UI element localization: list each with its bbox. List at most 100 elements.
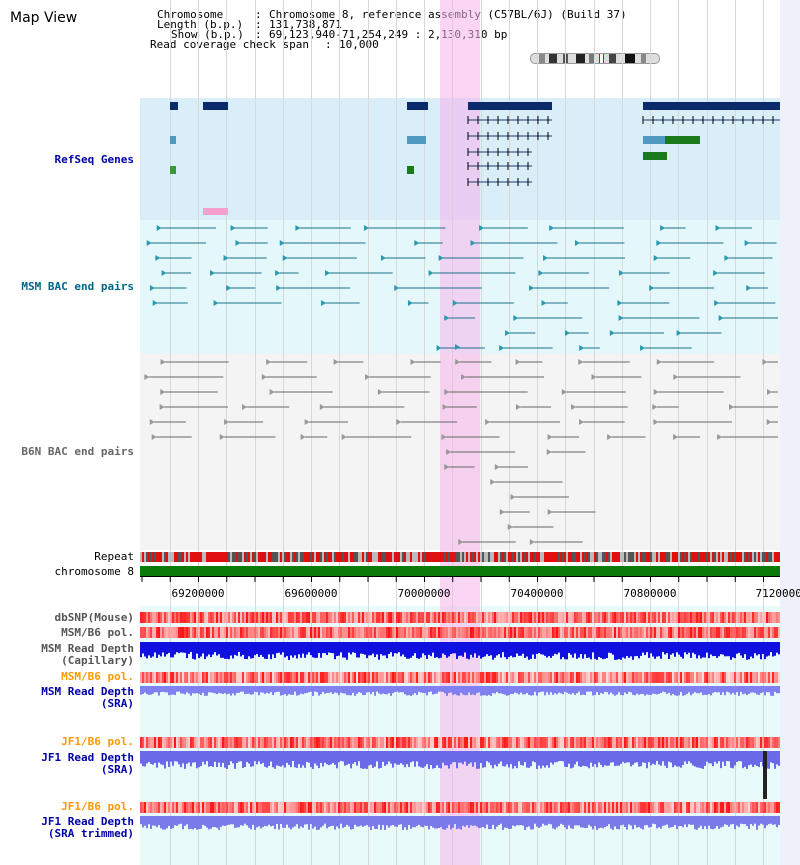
depth-bar — [740, 686, 742, 692]
heat-cell — [596, 612, 598, 623]
heat-cell — [302, 672, 304, 683]
track-label-chromosome[interactable]: chromosome 8 — [54, 565, 134, 578]
heat-cell — [730, 802, 732, 813]
repeat-mark — [696, 552, 698, 562]
track-label-jf1-read-depth-sra[interactable]: JF1 Read Depth — [41, 751, 134, 764]
heat-cell — [150, 802, 152, 813]
heat-cell — [528, 627, 530, 638]
depth-bar — [752, 751, 754, 767]
bac-end — [676, 330, 682, 336]
heat-cell — [484, 802, 486, 813]
repeat-mark — [378, 552, 380, 562]
heat-cell — [778, 737, 780, 748]
heat-cell — [246, 802, 248, 813]
depth-bar — [768, 816, 770, 825]
track-label-repeat[interactable]: Repeat — [94, 550, 134, 563]
heat-cell — [766, 612, 768, 623]
heat-cell — [724, 627, 726, 638]
heat-cell — [570, 737, 572, 748]
track-label-dbsnp[interactable]: dbSNP(Mouse) — [54, 611, 134, 624]
depth-bar — [612, 816, 614, 830]
heat-cell — [640, 737, 642, 748]
track-label-msm-bac[interactable]: MSM BAC end pairs — [21, 280, 134, 293]
track-label-msm-read-depth-sra[interactable]: MSM Read Depth — [41, 685, 134, 698]
heat-cell — [312, 627, 314, 638]
repeat-mark — [144, 552, 146, 562]
track-label-msm-b6-pol[interactable]: MSM/B6 pol. — [61, 626, 134, 639]
heat-cell — [528, 737, 530, 748]
heat-cell — [538, 627, 540, 638]
depth-bar — [504, 816, 506, 828]
depth-bar — [320, 751, 322, 763]
heat-cell — [500, 802, 502, 813]
depth-bar — [230, 642, 232, 656]
heat-cell — [272, 802, 274, 813]
heat-cell — [468, 737, 470, 748]
depth-bar — [750, 686, 752, 693]
depth-bar — [580, 816, 582, 828]
depth-bar — [180, 642, 182, 653]
heat-cell — [336, 802, 338, 813]
heat-cell — [756, 627, 758, 638]
track-label-b6n-bac[interactable]: B6N BAC end pairs — [21, 445, 134, 458]
depth-bar — [544, 751, 546, 768]
depth-bar — [376, 642, 378, 655]
track-label-jf1-b6-pol2[interactable]: JF1/B6 pol. — [61, 800, 134, 813]
heat-cell — [206, 672, 208, 683]
depth-bar — [716, 686, 718, 693]
heat-cell — [646, 737, 648, 748]
heat-cell — [602, 802, 604, 813]
track-label-jf1-b6-pol[interactable]: JF1/B6 pol. — [61, 735, 134, 748]
repeat-mark — [632, 552, 634, 562]
heat-cell — [496, 802, 498, 813]
depth-bar — [398, 751, 400, 765]
bac-end — [640, 345, 646, 351]
heat-cell — [554, 672, 556, 683]
heat-cell — [682, 737, 684, 748]
depth-bar — [358, 816, 360, 827]
heat-cell — [622, 737, 624, 748]
heat-cell — [374, 672, 376, 683]
bac-end — [494, 464, 500, 470]
track-label-refseq[interactable]: RefSeq Genes — [54, 153, 134, 166]
bac-end — [160, 389, 166, 395]
depth-bar — [544, 642, 546, 656]
bac-end — [279, 240, 285, 246]
heat-cell — [552, 802, 554, 813]
depth-bar — [482, 816, 484, 827]
depth-bar — [348, 751, 350, 764]
repeat-mark — [396, 552, 398, 562]
repeat-mark — [302, 552, 304, 562]
track-label-jf1-read-depth-trim[interactable]: JF1 Read Depth — [41, 815, 134, 828]
depth-bar — [648, 751, 650, 763]
heat-cell — [560, 802, 562, 813]
heat-cell — [642, 612, 644, 623]
depth-bar — [144, 686, 146, 693]
depth-bar — [622, 751, 624, 762]
depth-bar — [616, 642, 618, 660]
heat-cell — [522, 802, 524, 813]
depth-bar — [232, 686, 234, 694]
depth-bar — [650, 751, 652, 766]
repeat-mark — [214, 552, 216, 562]
bac-end — [444, 464, 450, 470]
track-label-msm-read-depth-cap[interactable]: MSM Read Depth — [41, 642, 134, 655]
depth-bar — [300, 686, 302, 694]
depth-bar — [468, 816, 470, 828]
repeat-mark — [558, 552, 560, 562]
depth-bar — [674, 686, 676, 696]
heat-cell — [338, 612, 340, 623]
depth-bar — [438, 686, 440, 692]
repeat-mark — [184, 552, 186, 562]
heat-cell — [610, 802, 612, 813]
selection-highlight[interactable] — [440, 0, 480, 865]
track-label-msm-b6-pol2[interactable]: MSM/B6 pol. — [61, 670, 134, 683]
heat-cell — [212, 802, 214, 813]
depth-bar — [464, 751, 466, 762]
depth-bar — [520, 816, 522, 826]
depth-bar — [570, 751, 572, 769]
heat-cell — [528, 612, 530, 623]
depth-bar — [430, 816, 432, 827]
depth-bar — [678, 751, 680, 767]
